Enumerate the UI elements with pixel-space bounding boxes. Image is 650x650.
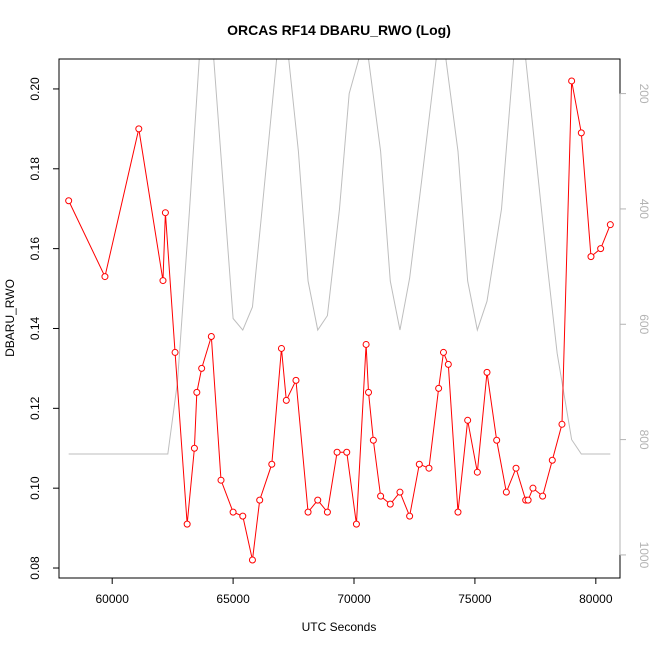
- data-point: [558, 420, 566, 428]
- data-point: [377, 492, 385, 500]
- x-tick-label: 65000: [216, 592, 250, 606]
- data-point: [406, 512, 414, 520]
- data-point: [292, 376, 300, 384]
- data-point: [268, 460, 276, 468]
- data-point: [548, 456, 556, 464]
- x-tick-label: 75000: [458, 592, 492, 606]
- series-line-layer: [68, 80, 611, 561]
- data-point: [444, 360, 452, 368]
- data-point: [529, 484, 537, 492]
- data-point: [101, 273, 109, 281]
- data-point: [282, 396, 290, 404]
- data-point: [473, 468, 481, 476]
- data-point: [587, 253, 595, 261]
- data-point: [239, 512, 247, 520]
- data-point: [229, 508, 237, 516]
- right-tick-label: 600: [637, 314, 650, 334]
- data-point: [277, 344, 285, 352]
- data-point: [171, 348, 179, 356]
- data-point: [183, 520, 191, 528]
- data-point: [135, 125, 143, 133]
- altitude-line-layer: [68, 59, 611, 455]
- right-tick-label: 200: [637, 84, 650, 104]
- data-point: [352, 520, 360, 528]
- x-tick-label: 80000: [579, 592, 613, 606]
- data-point: [502, 488, 510, 496]
- data-point: [159, 277, 167, 285]
- right-tick-label: 400: [637, 199, 650, 219]
- data-point: [65, 197, 73, 205]
- data-point: [365, 388, 373, 396]
- y-tick-label: 0.10: [28, 476, 42, 500]
- series-point-layer: [65, 77, 614, 564]
- chart-title: ORCAS RF14 DBARU_RWO (Log): [227, 22, 451, 38]
- x-axis: 60000 65000 70000 75000 80000: [96, 577, 613, 606]
- data-point: [256, 496, 264, 504]
- series-line: [68, 80, 611, 561]
- x-tick-label: 70000: [337, 592, 371, 606]
- y-tick-label: 0.08: [28, 556, 42, 580]
- data-point: [606, 221, 614, 229]
- data-point: [483, 368, 491, 376]
- data-point: [439, 348, 447, 356]
- data-point: [396, 488, 404, 496]
- y-axis-label: DBARU_RWO: [3, 279, 17, 357]
- data-point: [577, 129, 585, 137]
- data-point: [304, 508, 312, 516]
- data-point: [512, 464, 520, 472]
- data-point: [161, 209, 169, 217]
- data-point: [597, 245, 605, 253]
- data-point: [207, 332, 215, 340]
- data-point: [333, 448, 341, 456]
- data-point: [198, 364, 206, 372]
- data-point: [190, 444, 198, 452]
- data-point: [464, 416, 472, 424]
- right-tick-label: 800: [637, 430, 650, 450]
- data-point: [323, 508, 331, 516]
- data-point: [369, 436, 377, 444]
- y-tick-label: 0.16: [28, 237, 42, 261]
- y-tick-label: 0.14: [28, 316, 42, 340]
- data-point: [314, 496, 322, 504]
- data-point: [217, 476, 225, 484]
- x-tick-label: 60000: [96, 592, 130, 606]
- data-point: [386, 500, 394, 508]
- right-tick-label: 1000: [637, 542, 650, 569]
- data-point: [415, 460, 423, 468]
- right-axis: 200 400 600 800 1000: [619, 84, 650, 569]
- data-point: [524, 496, 532, 504]
- data-point: [539, 492, 547, 500]
- data-point: [435, 384, 443, 392]
- data-point: [493, 436, 501, 444]
- data-point: [425, 464, 433, 472]
- data-point: [248, 556, 256, 564]
- y-axis: 0.08 0.10 0.12 0.14 0.16 0.18 0.20: [28, 77, 60, 580]
- y-tick-label: 0.12: [28, 396, 42, 420]
- data-point: [343, 448, 351, 456]
- data-point: [193, 388, 201, 396]
- y-tick-label: 0.18: [28, 157, 42, 181]
- y-tick-label: 0.20: [28, 77, 42, 101]
- data-point: [454, 508, 462, 516]
- data-point: [362, 340, 370, 348]
- altitude-line: [68, 59, 611, 455]
- data-point: [568, 77, 576, 85]
- plot-frame: [58, 58, 621, 579]
- x-axis-label: UTC Seconds: [302, 620, 377, 634]
